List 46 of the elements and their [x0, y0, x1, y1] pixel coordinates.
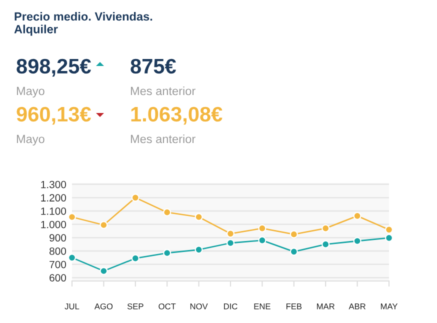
point: [163, 208, 172, 216]
x-tick-label: AGO: [94, 303, 113, 310]
x-tick-label: MAR: [317, 304, 334, 310]
text: Mayo: [16, 86, 44, 98]
text: Mes anterior: [130, 134, 196, 144]
x-tick-label: ENE: [254, 304, 270, 310]
x-tick-label: FEB: [286, 304, 302, 310]
text: Mayo: [16, 134, 44, 146]
chart-title: Precio medio. Viviendas. Alquiler: [14, 12, 152, 36]
y-tick-label: 1.000: [41, 220, 66, 228]
y-tick-label: 900: [50, 234, 66, 242]
text: Mes anterior: [130, 86, 196, 96]
y-tick-label: 1.100: [41, 208, 66, 215]
x-tick-label: OCT: [158, 303, 176, 310]
text: 875€: [130, 58, 176, 74]
point: [322, 224, 330, 232]
point: [290, 230, 298, 238]
x-tick-label: SEP: [127, 303, 144, 310]
point: [226, 230, 235, 238]
text: 898,25€: [16, 58, 91, 77]
point: [100, 220, 108, 230]
point: [131, 254, 140, 262]
y-tick-label: 1.300: [41, 180, 66, 188]
point: [194, 212, 203, 222]
x-tick-label: ABR: [348, 304, 366, 310]
y-tick-label: 1.200: [41, 194, 66, 202]
point: [194, 246, 203, 254]
point: [131, 194, 140, 202]
x-tick-label: JUL: [64, 304, 80, 310]
point: [353, 212, 362, 220]
y-tick-label: 700: [50, 260, 66, 268]
y-tick-label: 600: [50, 274, 66, 282]
point: [353, 236, 362, 246]
point: [258, 224, 266, 232]
point: [100, 266, 108, 276]
point: [290, 248, 298, 256]
point: [322, 240, 330, 248]
text: 1.063,08€: [131, 106, 222, 125]
y-tick-label: 800: [50, 248, 66, 255]
x-tick-label: DIC: [224, 303, 238, 310]
x-tick-label: NOV: [190, 303, 208, 310]
x-tick-label: MAY: [380, 304, 398, 310]
point: [226, 238, 235, 248]
point: [258, 236, 266, 244]
text: 960,13€: [16, 106, 91, 125]
point: [163, 248, 172, 258]
